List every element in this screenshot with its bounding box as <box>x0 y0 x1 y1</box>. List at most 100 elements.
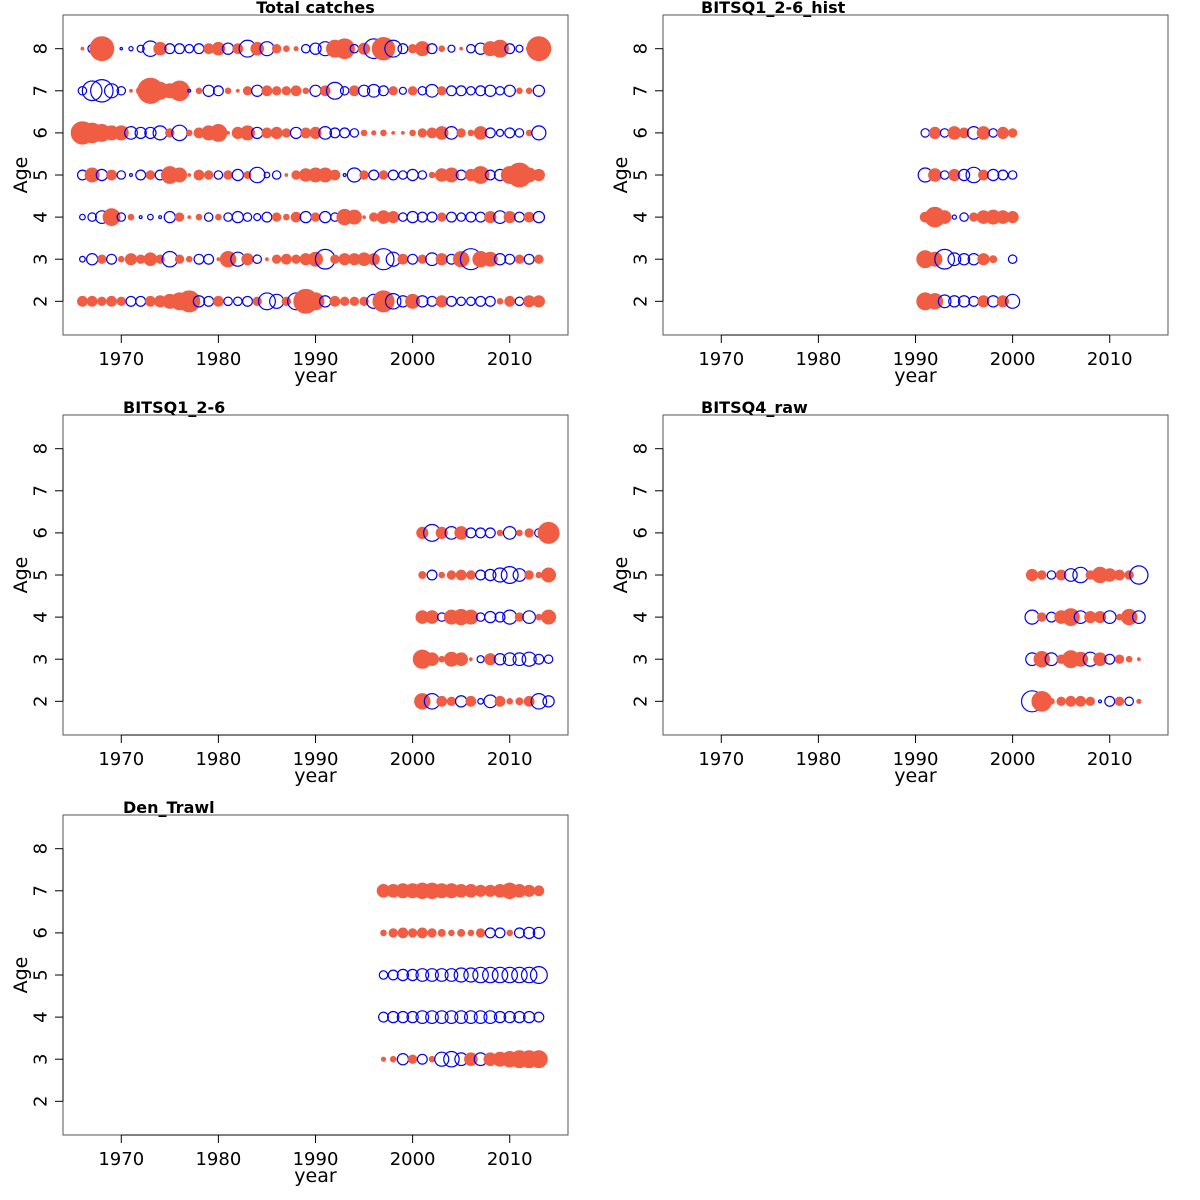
bubble-negative <box>513 1010 526 1024</box>
y-tick-label: 8 <box>31 443 52 454</box>
bubble-positive <box>937 210 952 224</box>
bubble-negative <box>520 966 538 984</box>
bubble-positive <box>504 295 516 307</box>
bubble-positive <box>232 43 244 55</box>
bubble-negative <box>415 968 430 982</box>
bubble-positive <box>448 929 455 937</box>
bubble-negative <box>456 296 466 307</box>
x-tick-label: 1990 <box>293 1149 339 1170</box>
bubble-positive <box>397 927 409 939</box>
bubble-negative <box>79 255 86 263</box>
bubble-positive <box>271 43 282 54</box>
bubble-positive <box>80 46 85 51</box>
bubble-positive <box>349 296 360 307</box>
bubble-negative <box>475 85 487 97</box>
x-axis-label: year <box>294 365 337 387</box>
panel-bitsq1: 1970 1980 1990 2000 2010 2 3 4 5 6 7 8 BITSQ1_2-6 y… <box>10 398 569 787</box>
bubble-positive <box>378 170 389 180</box>
y-tick-label: 4 <box>631 211 652 222</box>
bubble-positive <box>523 884 536 897</box>
bubble-positive <box>494 695 506 707</box>
bubble-positive <box>290 211 302 223</box>
panel-title: Den_Trawl <box>123 798 215 817</box>
bubble-positive <box>116 296 126 307</box>
x-tick-label: 2010 <box>487 1149 533 1170</box>
bubble-positive <box>271 212 282 222</box>
bubble-negative <box>415 1010 430 1025</box>
bubble-negative <box>79 213 86 221</box>
bubble-positive <box>302 87 310 95</box>
bubble-negative <box>1124 696 1134 707</box>
bubble-positive <box>117 255 125 263</box>
bubble-positive <box>1085 696 1096 707</box>
bubble-negative <box>252 254 263 265</box>
bubble-positive <box>416 526 429 539</box>
bubble-positive <box>334 38 355 59</box>
bubble-positive <box>417 254 428 264</box>
bubble-positive <box>928 126 942 139</box>
bubble-positive <box>457 928 466 937</box>
y-tick-label: 4 <box>31 211 52 222</box>
bubble-positive <box>514 254 525 264</box>
bubble-positive <box>89 36 115 62</box>
y-tick-label: 3 <box>31 653 52 664</box>
bubble-positive <box>438 45 446 52</box>
bubble-negative <box>493 253 507 266</box>
bubble-positive <box>516 529 523 537</box>
bubble-negative <box>463 967 479 983</box>
bubble-negative <box>212 85 224 97</box>
bubble-negative <box>386 1010 400 1024</box>
bubble-negative <box>957 168 971 182</box>
bubble-positive <box>271 254 282 264</box>
bubble-positive <box>438 655 446 663</box>
bubble-negative <box>1007 170 1018 180</box>
bubble-positive <box>389 1055 397 1063</box>
bubble-positive <box>380 929 387 937</box>
bubble-positive <box>348 85 360 97</box>
bubble-negative <box>147 213 154 221</box>
bubble-positive <box>124 253 138 266</box>
bubble-positive <box>473 126 488 140</box>
bubble-positive <box>330 254 340 264</box>
bubble-negative <box>397 43 409 55</box>
bubble-positive <box>172 167 188 183</box>
bubble-positive <box>524 528 534 538</box>
bubble-positive <box>532 295 545 308</box>
bubble-positive <box>270 126 283 139</box>
bubble-positive <box>405 293 421 309</box>
bubble-negative <box>396 1010 410 1024</box>
bubble-positive <box>359 296 369 307</box>
bubble-positive <box>300 127 312 139</box>
bubble-negative <box>233 296 243 307</box>
bubble-positive <box>1120 608 1138 626</box>
x-tick-label: 1980 <box>795 349 841 370</box>
bubble-negative <box>318 125 333 140</box>
bubble-negative <box>174 43 186 55</box>
bubble-negative <box>472 966 489 984</box>
bubble-positive <box>397 253 409 265</box>
x-tick-label: 2010 <box>487 749 533 770</box>
bubble-positive <box>1006 211 1019 224</box>
bubble-positive <box>532 168 545 182</box>
bubble-marks <box>70 36 552 314</box>
bubble-negative <box>396 968 410 982</box>
bubble-positive <box>418 571 427 579</box>
bubble-positive <box>145 170 156 180</box>
bubble-positive <box>454 526 468 540</box>
bubble-negative <box>531 125 547 141</box>
bubble-positive <box>283 213 290 221</box>
y-tick-label: 2 <box>31 1096 52 1107</box>
y-tick-label: 7 <box>31 485 52 496</box>
bubble-negative <box>231 168 245 182</box>
bubble-positive <box>541 609 557 625</box>
bubble-negative <box>947 252 962 267</box>
bubble-positive <box>407 928 418 938</box>
bubble-positive <box>187 215 192 220</box>
x-axis-label: year <box>294 1165 337 1187</box>
bubble-negative <box>543 654 554 665</box>
bubble-negative <box>522 926 536 940</box>
bubble-positive <box>1033 651 1050 668</box>
bubble-positive <box>977 295 990 308</box>
bubble-positive <box>428 171 436 179</box>
bubble-positive <box>1065 695 1077 707</box>
